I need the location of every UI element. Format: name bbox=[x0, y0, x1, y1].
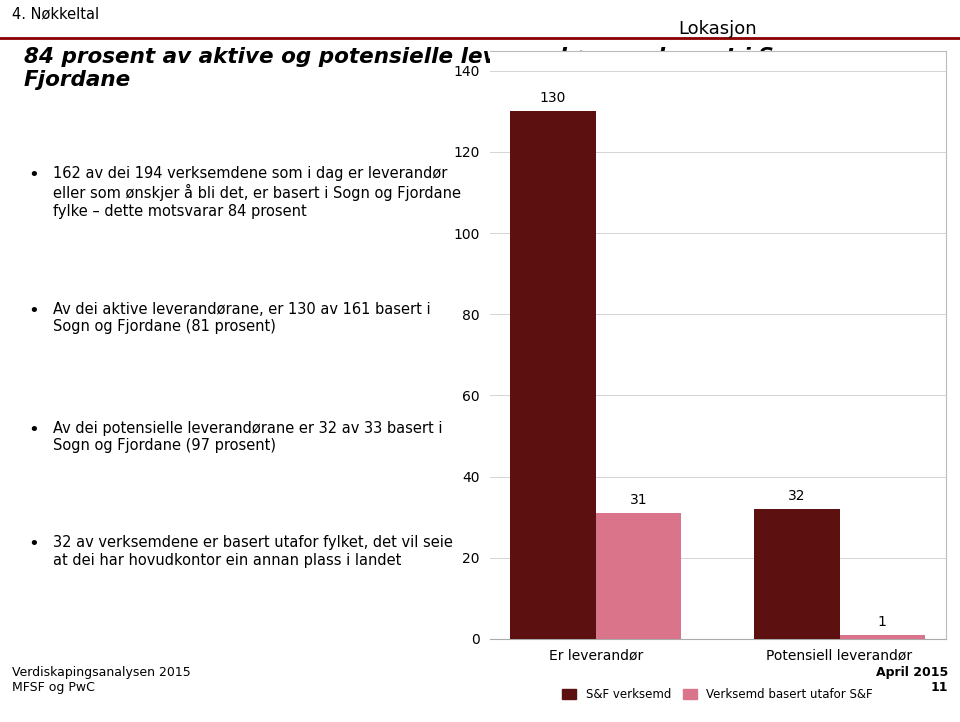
Text: 31: 31 bbox=[630, 493, 647, 507]
Text: •: • bbox=[29, 536, 39, 554]
Text: 130: 130 bbox=[540, 91, 566, 105]
Text: •: • bbox=[29, 166, 39, 184]
Legend: S&F verksemd, Verksemd basert utafor S&F: S&F verksemd, Verksemd basert utafor S&F bbox=[563, 688, 873, 701]
Text: Av dei aktive leverandørane, er 130 av 161 basert i
Sogn og Fjordane (81 prosent: Av dei aktive leverandørane, er 130 av 1… bbox=[54, 302, 431, 334]
Text: 32: 32 bbox=[788, 489, 805, 503]
Text: 32 av verksemdene er basert utafor fylket, det vil seie
at dei har hovudkontor e: 32 av verksemdene er basert utafor fylke… bbox=[54, 536, 453, 567]
Bar bbox=[840, 635, 924, 639]
Text: 84 prosent av aktive og potensielle leverandørar er basert i Sogn og
Fjordane: 84 prosent av aktive og potensielle leve… bbox=[24, 47, 856, 90]
Text: 162 av dei 194 verksemdene som i dag er leverandør
eller som ønskjer å bli det, : 162 av dei 194 verksemdene som i dag er … bbox=[54, 166, 462, 219]
Text: 4. Nøkkeltal: 4. Nøkkeltal bbox=[12, 6, 99, 22]
Text: Av dei potensielle leverandørane er 32 av 33 basert i
Sogn og Fjordane (97 prose: Av dei potensielle leverandørane er 32 a… bbox=[54, 421, 443, 453]
Text: Verdiskapingsanalysen 2015
MFSF og PwC: Verdiskapingsanalysen 2015 MFSF og PwC bbox=[12, 666, 190, 694]
Bar bbox=[511, 111, 595, 639]
Title: Lokasjon: Lokasjon bbox=[679, 20, 756, 38]
Text: •: • bbox=[29, 421, 39, 439]
Text: April 2015
11: April 2015 11 bbox=[876, 666, 948, 694]
Text: •: • bbox=[29, 302, 39, 320]
Bar bbox=[595, 513, 681, 639]
Text: 1: 1 bbox=[877, 615, 887, 629]
Bar bbox=[755, 509, 840, 639]
